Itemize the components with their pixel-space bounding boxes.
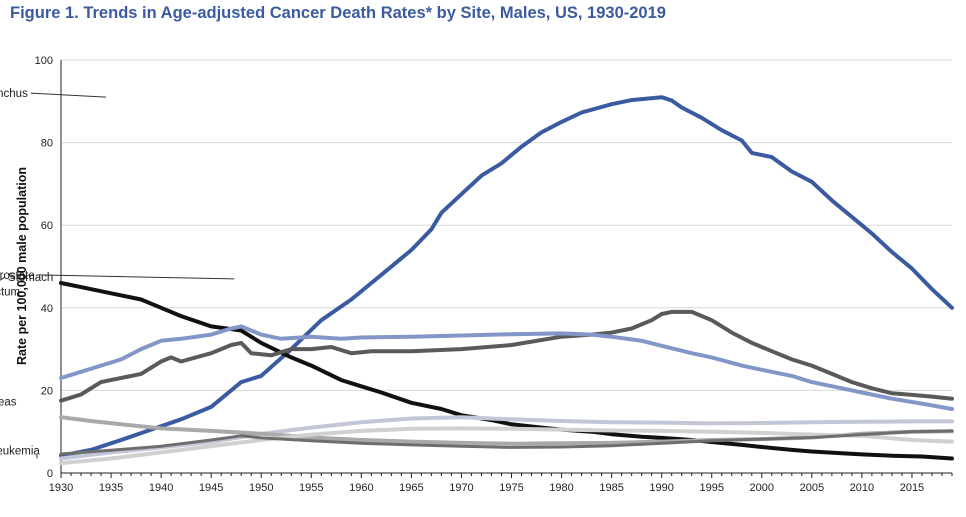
y-tick-label: 20 (41, 385, 53, 397)
x-tick-label: 1955 (299, 482, 323, 494)
x-tick-label: 1995 (699, 482, 723, 494)
annotation-leader-lung-bronchus (30, 92, 107, 98)
x-tick-label: 1990 (649, 482, 673, 494)
x-tick-label: 2010 (850, 482, 874, 494)
annotation-label-pancreas: Pancreas (0, 397, 17, 409)
grid-layer (61, 59, 952, 391)
x-tick-label: 1940 (149, 482, 173, 494)
x-tick-label: 2005 (800, 482, 824, 494)
x-tick-label: 1970 (449, 482, 473, 494)
annotation-leader-prostate (37, 274, 235, 280)
x-tick-label: 1950 (249, 482, 273, 494)
series-line-pancreas (59, 415, 954, 461)
annotation-label-prostate: Prostate (0, 270, 35, 282)
series-line-lung-bronchus (59, 95, 954, 458)
x-tick-label: 1930 (49, 482, 73, 494)
x-tick-label: 2015 (900, 482, 924, 494)
series-line-small-gray-series (59, 429, 954, 456)
annotation-layer: Lung & bronchusStomachProstateColon & re… (0, 88, 235, 459)
x-tick-label: 1960 (349, 482, 373, 494)
x-tick-label: 1980 (549, 482, 573, 494)
axis-layer: 0 20 40 60 80 100 1930 1935 1940 1945 1950 1955 1960… (35, 55, 953, 494)
annotation-label-lung-bronchus: Lung & bronchus (0, 88, 28, 100)
y-tick-label: 100 (35, 55, 53, 67)
x-tick-label: 1945 (199, 482, 223, 494)
x-tick-label: 1965 (399, 482, 423, 494)
series-line-stomach (59, 281, 954, 461)
chart-title: Figure 1. Trends in Age-adjusted Cancer … (10, 4, 666, 22)
x-tick-label: 1985 (599, 482, 623, 494)
y-tick-label: 80 (41, 138, 53, 150)
y-tick-label: 0 (47, 468, 53, 480)
annotation-label-colon-rectum: Colon & rectum (0, 286, 20, 298)
annotation-leader-stomach (0, 276, 6, 281)
series-line-colon-rectum (59, 324, 954, 411)
x-tick-label: 1975 (499, 482, 523, 494)
y-tick-label: 40 (41, 303, 53, 315)
y-axis-label: Rate per 100,000 male population (15, 167, 29, 365)
series-line-prostate (59, 309, 954, 403)
annotation-label-leukemia: Leukemia (0, 445, 40, 457)
y-tick-label: 60 (41, 220, 53, 232)
series-line-leukemia (59, 426, 954, 466)
series-layer (59, 95, 954, 466)
x-tick-label: 2000 (750, 482, 774, 494)
x-tick-label: 1935 (99, 482, 123, 494)
